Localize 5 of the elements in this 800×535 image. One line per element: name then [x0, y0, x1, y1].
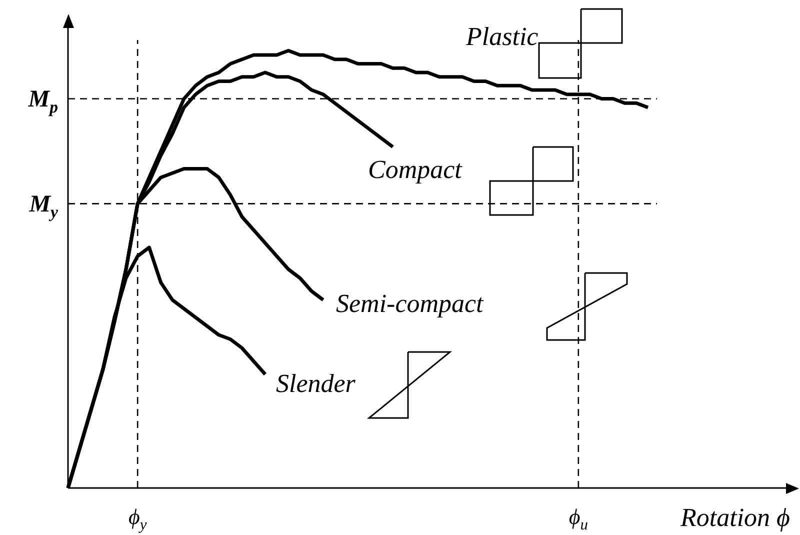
- series-label: Plastic: [465, 22, 539, 51]
- series-label: Semi-compact: [336, 289, 484, 318]
- series-label: Compact: [368, 155, 463, 184]
- series-label: Slender: [276, 369, 356, 398]
- x-axis-title: Rotation ϕ: [679, 503, 790, 532]
